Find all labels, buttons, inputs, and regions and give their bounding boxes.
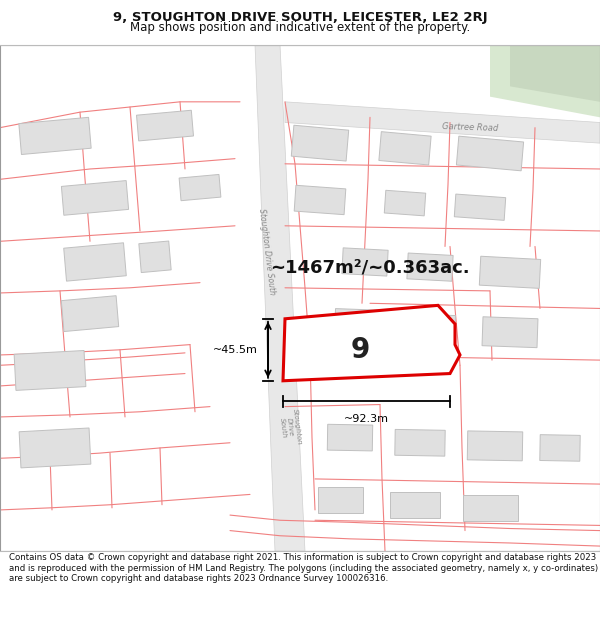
Bar bbox=[64, 242, 126, 281]
Bar bbox=[467, 431, 523, 461]
Polygon shape bbox=[285, 102, 600, 143]
Text: Stoughton Drive South: Stoughton Drive South bbox=[257, 208, 277, 296]
Text: 9, STOUGHTON DRIVE SOUTH, LEICESTER, LE2 2RJ: 9, STOUGHTON DRIVE SOUTH, LEICESTER, LE2… bbox=[113, 11, 487, 24]
Polygon shape bbox=[255, 45, 305, 551]
Bar bbox=[457, 136, 524, 171]
Text: Stoughton
Drive
South: Stoughton Drive South bbox=[278, 408, 302, 447]
Text: ~45.5m: ~45.5m bbox=[213, 345, 258, 355]
Bar bbox=[179, 174, 221, 201]
Bar bbox=[19, 428, 91, 468]
Text: Gartree Road: Gartree Road bbox=[442, 122, 498, 133]
Bar bbox=[139, 241, 171, 272]
Bar bbox=[19, 118, 91, 154]
Polygon shape bbox=[283, 306, 460, 381]
Bar bbox=[407, 253, 453, 281]
Bar bbox=[294, 185, 346, 214]
Bar bbox=[14, 351, 86, 391]
Polygon shape bbox=[490, 45, 600, 118]
Bar bbox=[404, 314, 455, 344]
Text: Map shows position and indicative extent of the property.: Map shows position and indicative extent… bbox=[130, 21, 470, 34]
Bar bbox=[327, 424, 373, 451]
Bar bbox=[291, 125, 349, 161]
Text: ~1467m²/~0.363ac.: ~1467m²/~0.363ac. bbox=[270, 258, 470, 276]
Bar bbox=[61, 296, 119, 331]
Text: 9: 9 bbox=[350, 336, 370, 364]
Bar bbox=[379, 132, 431, 165]
Bar bbox=[335, 309, 385, 339]
Bar bbox=[482, 317, 538, 348]
Bar bbox=[479, 256, 541, 288]
Bar bbox=[540, 434, 580, 461]
Bar bbox=[342, 248, 388, 276]
Bar bbox=[390, 492, 440, 518]
Bar bbox=[463, 495, 517, 521]
Bar bbox=[384, 190, 426, 216]
Text: Contains OS data © Crown copyright and database right 2021. This information is : Contains OS data © Crown copyright and d… bbox=[9, 554, 598, 583]
Bar bbox=[137, 110, 193, 141]
Polygon shape bbox=[510, 45, 600, 102]
Bar bbox=[317, 487, 362, 512]
Text: ~92.3m: ~92.3m bbox=[344, 414, 389, 424]
Bar bbox=[395, 429, 445, 456]
Bar bbox=[454, 194, 506, 221]
Bar bbox=[61, 181, 128, 215]
